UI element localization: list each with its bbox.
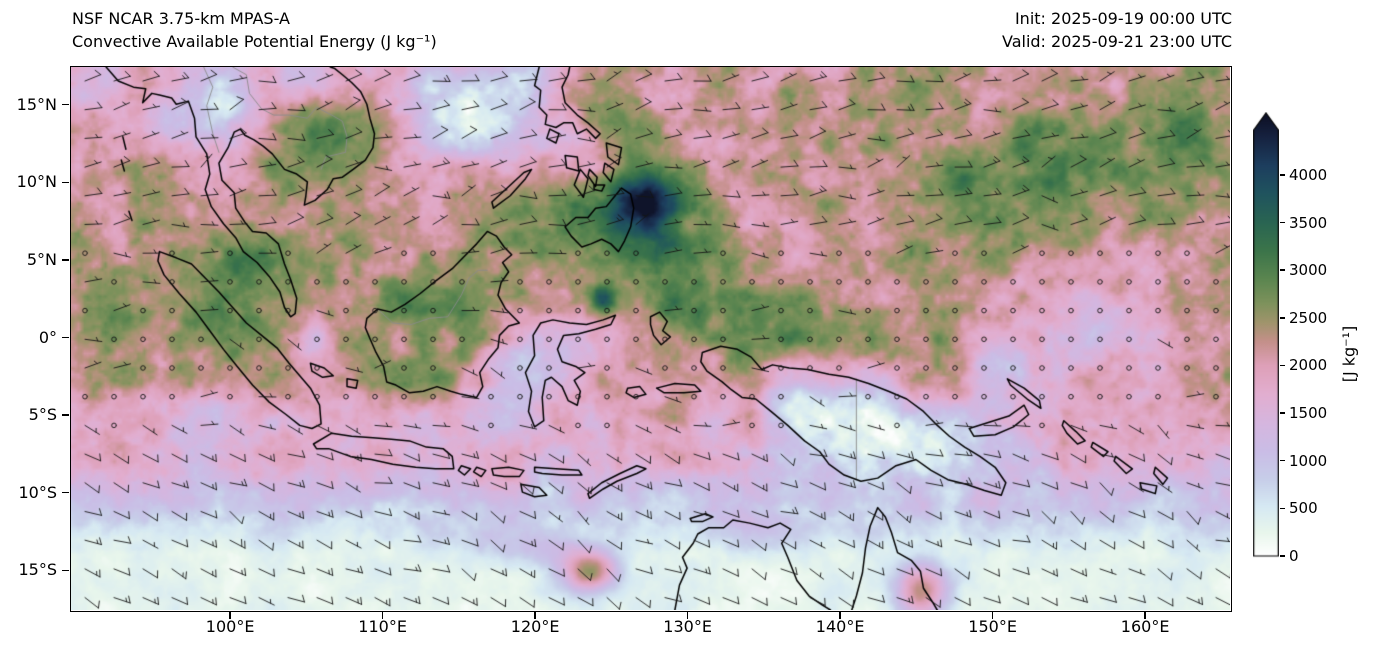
colorbar-tick <box>1280 317 1285 319</box>
init-time: Init: 2025-09-19 00:00 UTC <box>1014 9 1232 28</box>
colorbar-tick-label: 3000 <box>1289 261 1328 280</box>
y-axis-tick <box>62 336 69 339</box>
y-axis-tick <box>62 181 69 184</box>
colorbar-tick <box>1280 460 1285 462</box>
y-axis-tick <box>62 259 69 261</box>
colorbar-unit-label: [J kg⁻¹] <box>1339 325 1359 383</box>
colorbar-tick <box>1280 364 1285 367</box>
colorbar-tick <box>1280 507 1285 510</box>
x-axis-tick <box>381 612 384 619</box>
y-axis-tick <box>62 491 69 494</box>
x-axis-tick-label: 120°E <box>510 617 560 636</box>
colorbar-tick-label: 1500 <box>1289 404 1328 423</box>
colorbar-tick <box>1280 269 1285 271</box>
colorbar-tick <box>1280 555 1285 557</box>
x-axis-tick-label: 100°E <box>205 617 255 636</box>
title-block: NSF NCAR 3.75-km MPAS-A Convective Avail… <box>72 7 437 53</box>
y-axis-tick <box>62 569 69 571</box>
colorbar-tick-label: 2500 <box>1289 308 1328 327</box>
colorbar-tick-label: 0 <box>1289 547 1299 565</box>
time-block: Init: 2025-09-19 00:00 UTC Valid: 2025-0… <box>1002 7 1232 53</box>
x-axis-tick-label: 130°E <box>663 617 712 636</box>
y-axis-tick-label: 0° <box>38 327 57 347</box>
colorbar-canvas <box>1253 112 1279 558</box>
colorbar-tick-label: 2000 <box>1289 356 1328 375</box>
colorbar-tick <box>1280 174 1285 176</box>
x-axis-tick-label: 110°E <box>358 617 407 636</box>
x-axis-tick <box>991 612 994 619</box>
y-axis-tick-label: 5°S <box>28 405 57 425</box>
colorbar-tick-label: 1000 <box>1289 451 1328 470</box>
y-axis-tick-label: 10°S <box>18 482 57 502</box>
x-axis-tick <box>839 612 841 619</box>
y-axis-tick-label: 15°N <box>16 94 57 114</box>
cape-map-canvas <box>71 67 1230 610</box>
y-axis-tick-label: 10°N <box>16 172 57 192</box>
variable-title: Convective Available Potential Energy (J… <box>72 32 437 51</box>
colorbar-tick <box>1280 412 1285 414</box>
colorbar-tick-label: 4000 <box>1289 165 1328 184</box>
x-axis-tick-label: 140°E <box>815 617 865 636</box>
x-axis-tick <box>686 612 689 619</box>
colorbar-tick-label: 3500 <box>1289 213 1328 232</box>
x-axis-tick-label: 150°E <box>968 617 1017 636</box>
x-axis-tick <box>229 612 231 619</box>
map-frame <box>70 66 1232 612</box>
y-axis-tick <box>62 414 69 416</box>
x-axis-tick-label: 160°E <box>1120 617 1170 636</box>
y-axis-tick-label: 5°N <box>26 249 57 269</box>
valid-time: Valid: 2025-09-21 23:00 UTC <box>1001 32 1232 51</box>
x-axis-tick <box>534 612 536 619</box>
colorbar-tick-label: 500 <box>1289 499 1318 518</box>
model-title: NSF NCAR 3.75-km MPAS-A <box>72 9 290 28</box>
y-axis-tick <box>62 104 69 106</box>
y-axis-tick-label: 15°S <box>18 560 57 580</box>
x-axis-tick <box>1144 612 1146 619</box>
colorbar-tick <box>1280 221 1285 224</box>
